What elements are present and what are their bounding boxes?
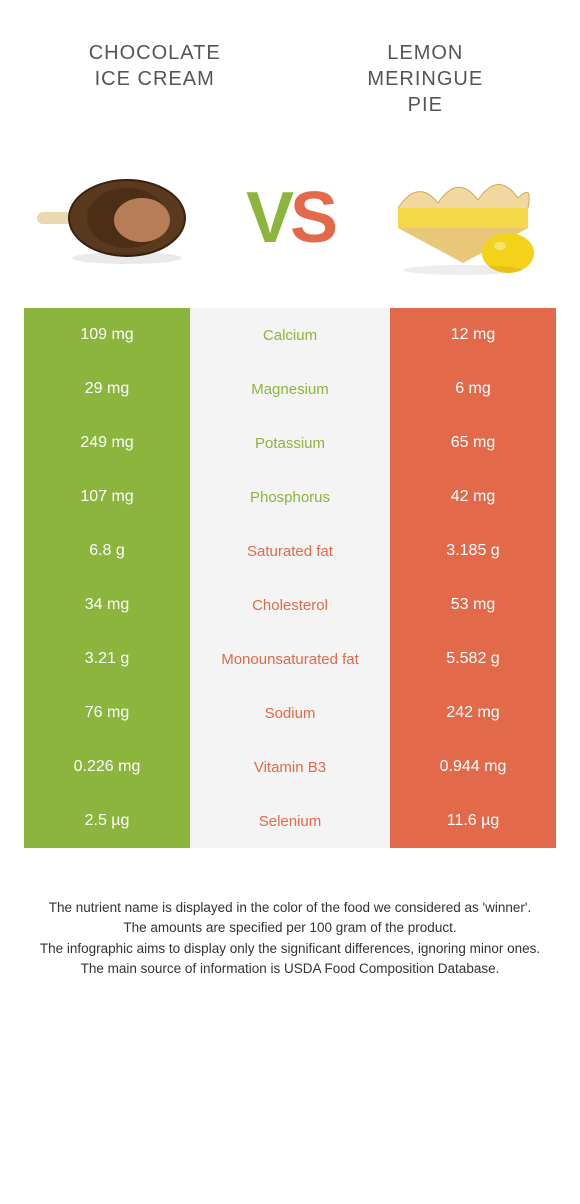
vs-label: VS (246, 182, 334, 254)
value-right: 12 mg (390, 308, 556, 362)
header-titles: Chocolate ice cream Lemon meringue pie (24, 40, 556, 118)
value-right: 242 mg (390, 686, 556, 740)
footnotes: The nutrient name is displayed in the co… (24, 898, 556, 979)
nutrient-label: Sodium (190, 686, 390, 740)
pie-icon (378, 158, 548, 278)
footnote-line: The amounts are specified per 100 gram o… (32, 918, 548, 938)
title-right-line2: meringue (367, 68, 483, 90)
table-row: 29 mgMagnesium6 mg (24, 362, 556, 416)
value-left: 2.5 µg (24, 794, 190, 848)
value-left: 29 mg (24, 362, 190, 416)
table-row: 249 mgPotassium65 mg (24, 416, 556, 470)
table-row: 2.5 µgSelenium11.6 µg (24, 794, 556, 848)
title-left-line1: Chocolate (89, 42, 221, 64)
value-right: 6 mg (390, 362, 556, 416)
value-right: 42 mg (390, 470, 556, 524)
vs-v: V (246, 178, 290, 258)
nutrient-label: Cholesterol (190, 578, 390, 632)
table-row: 3.21 gMonounsaturated fat5.582 g (24, 632, 556, 686)
ice-cream-icon (32, 158, 202, 278)
table-row: 76 mgSodium242 mg (24, 686, 556, 740)
nutrient-label: Saturated fat (190, 524, 390, 578)
value-right: 0.944 mg (390, 740, 556, 794)
value-right: 5.582 g (390, 632, 556, 686)
nutrient-label: Potassium (190, 416, 390, 470)
title-right: Lemon meringue pie (315, 40, 536, 118)
value-left: 3.21 g (24, 632, 190, 686)
nutrient-label: Monounsaturated fat (190, 632, 390, 686)
table-row: 34 mgCholesterol53 mg (24, 578, 556, 632)
value-left: 76 mg (24, 686, 190, 740)
value-left: 249 mg (24, 416, 190, 470)
value-left: 34 mg (24, 578, 190, 632)
nutrient-label: Calcium (190, 308, 390, 362)
table-row: 109 mgCalcium12 mg (24, 308, 556, 362)
value-left: 109 mg (24, 308, 190, 362)
title-left: Chocolate ice cream (44, 40, 265, 118)
value-right: 53 mg (390, 578, 556, 632)
nutrient-label: Magnesium (190, 362, 390, 416)
footnote-line: The nutrient name is displayed in the co… (32, 898, 548, 918)
vs-s: S (290, 178, 334, 258)
footnote-line: The main source of information is USDA F… (32, 959, 548, 979)
footnote-line: The infographic aims to display only the… (32, 939, 548, 959)
nutrient-label: Phosphorus (190, 470, 390, 524)
value-left: 107 mg (24, 470, 190, 524)
table-row: 0.226 mgVitamin B30.944 mg (24, 740, 556, 794)
title-left-line2: ice cream (95, 68, 215, 90)
value-right: 3.185 g (390, 524, 556, 578)
table-row: 6.8 gSaturated fat3.185 g (24, 524, 556, 578)
value-right: 65 mg (390, 416, 556, 470)
nutrient-label: Vitamin B3 (190, 740, 390, 794)
title-right-line1: Lemon (387, 42, 463, 64)
comparison-table: 109 mgCalcium12 mg29 mgMagnesium6 mg249 … (24, 308, 556, 848)
value-right: 11.6 µg (390, 794, 556, 848)
value-left: 6.8 g (24, 524, 190, 578)
hero-row: VS (24, 158, 556, 278)
table-row: 107 mgPhosphorus42 mg (24, 470, 556, 524)
title-right-line3: pie (408, 94, 443, 116)
nutrient-label: Selenium (190, 794, 390, 848)
value-left: 0.226 mg (24, 740, 190, 794)
